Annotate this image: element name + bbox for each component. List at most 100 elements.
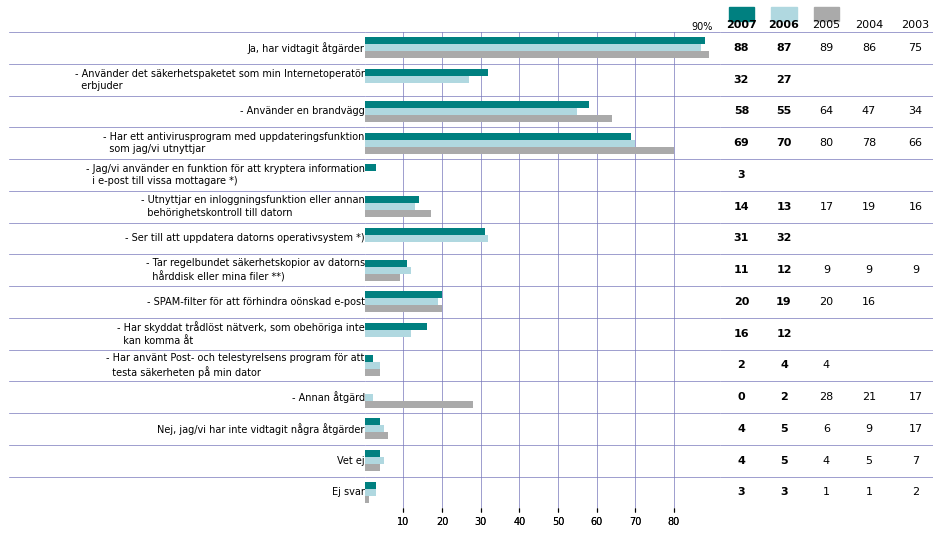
Bar	[365, 210, 430, 217]
Text: 5: 5	[780, 456, 788, 465]
Bar	[365, 76, 469, 83]
Text: 34: 34	[908, 106, 922, 117]
Bar	[365, 355, 373, 362]
Text: 64: 64	[820, 106, 834, 117]
Text: 2006: 2006	[769, 20, 800, 29]
Text: 20: 20	[820, 297, 834, 307]
Bar	[365, 115, 612, 122]
Text: 9: 9	[866, 424, 872, 434]
Bar	[365, 362, 381, 369]
Text: 9: 9	[866, 265, 872, 275]
Bar	[365, 259, 407, 266]
Text: Vet ej: Vet ej	[337, 456, 365, 465]
Text: 19: 19	[776, 297, 792, 307]
Bar	[365, 292, 442, 299]
Text: Ja, har vidtagit åtgärder: Ja, har vidtagit åtgärder	[248, 42, 365, 54]
Text: - Använder en brandvägg: - Använder en brandvägg	[240, 106, 365, 117]
Bar	[365, 489, 377, 496]
Text: 9: 9	[912, 265, 919, 275]
Text: 2: 2	[738, 361, 745, 370]
Text: 27: 27	[776, 75, 791, 85]
Text: 88: 88	[734, 43, 749, 53]
Text: 86: 86	[862, 43, 876, 53]
Text: 3: 3	[738, 170, 745, 180]
Text: 4: 4	[780, 361, 788, 370]
Text: 32: 32	[734, 75, 749, 85]
Bar	[365, 69, 489, 76]
Text: 2004: 2004	[854, 20, 883, 29]
Bar	[365, 299, 438, 305]
Bar	[365, 133, 631, 140]
Bar	[365, 418, 381, 425]
Text: 55: 55	[776, 106, 791, 117]
Text: - Utnyttjar en inloggningsfunktion eller annan
  behörighetskontroll till datorn: - Utnyttjar en inloggningsfunktion eller…	[141, 195, 365, 218]
Bar	[365, 496, 368, 503]
Text: 12: 12	[776, 265, 791, 275]
Text: 2005: 2005	[812, 20, 840, 29]
Text: 58: 58	[734, 106, 749, 117]
Text: 90%: 90%	[691, 22, 712, 32]
Text: 20: 20	[734, 297, 749, 307]
Text: 3: 3	[738, 487, 745, 498]
Text: 16: 16	[734, 328, 749, 339]
Text: - Har ett antivirusprogram med uppdateringsfunktion
  som jag/vi utnyttjar: - Har ett antivirusprogram med uppdateri…	[104, 132, 365, 155]
Text: 80: 80	[820, 138, 834, 148]
Text: 4: 4	[738, 456, 745, 465]
Text: 1: 1	[823, 487, 830, 498]
Text: 5: 5	[780, 424, 788, 434]
Text: 11: 11	[734, 265, 749, 275]
Bar	[365, 51, 708, 58]
Bar	[365, 274, 399, 281]
Bar	[365, 394, 373, 401]
Bar	[365, 147, 674, 154]
Text: 2: 2	[912, 487, 919, 498]
Bar	[365, 235, 489, 242]
Bar	[365, 140, 635, 147]
Bar	[365, 464, 381, 471]
Text: - Jag/vi använder en funktion för att kryptera information
  i e-post till vissa: - Jag/vi använder en funktion för att kr…	[86, 164, 365, 186]
Bar	[365, 108, 577, 115]
Text: 0: 0	[738, 392, 745, 402]
Text: 1: 1	[866, 487, 872, 498]
Text: 21: 21	[862, 392, 876, 402]
Bar	[365, 203, 415, 210]
Bar	[365, 425, 384, 432]
Bar	[365, 266, 412, 274]
Bar	[365, 37, 705, 44]
Bar	[365, 330, 412, 337]
Text: 32: 32	[776, 233, 791, 243]
Text: 75: 75	[908, 43, 922, 53]
Text: 2007: 2007	[726, 20, 756, 29]
Bar	[729, 7, 755, 21]
Text: 7: 7	[912, 456, 919, 465]
Bar	[365, 401, 473, 408]
Bar	[365, 196, 419, 203]
Text: 69: 69	[734, 138, 749, 148]
Bar	[365, 323, 427, 330]
Text: 4: 4	[738, 424, 745, 434]
Text: 3: 3	[780, 487, 788, 498]
Bar	[365, 305, 442, 312]
Text: 12: 12	[776, 328, 791, 339]
Text: - Ser till att uppdatera datorns operativsystem *): - Ser till att uppdatera datorns operati…	[125, 233, 365, 243]
Text: - Tar regelbundet säkerhetskopior av datorns
  hårddisk eller mina filer **): - Tar regelbundet säkerhetskopior av dat…	[146, 258, 365, 282]
Text: 87: 87	[776, 43, 791, 53]
Text: 16: 16	[862, 297, 876, 307]
Text: 4: 4	[823, 361, 830, 370]
Bar	[365, 164, 377, 171]
Text: 66: 66	[909, 138, 922, 148]
Text: - Använder det säkerhetspaketet som min Internetoperatör
  erbjuder: - Använder det säkerhetspaketet som min …	[75, 68, 365, 91]
Text: 16: 16	[909, 202, 922, 212]
Bar	[365, 44, 701, 51]
Text: 17: 17	[820, 202, 834, 212]
Text: Nej, jag/vi har inte vidtagit några åtgärder: Nej, jag/vi har inte vidtagit några åtgä…	[157, 423, 365, 435]
Bar	[771, 7, 797, 21]
Bar	[365, 369, 381, 376]
Text: 9: 9	[823, 265, 830, 275]
Bar	[365, 482, 377, 489]
Text: 31: 31	[734, 233, 749, 243]
Text: 17: 17	[908, 424, 922, 434]
Text: 2: 2	[780, 392, 788, 402]
Bar	[365, 432, 388, 439]
Bar	[365, 450, 381, 457]
